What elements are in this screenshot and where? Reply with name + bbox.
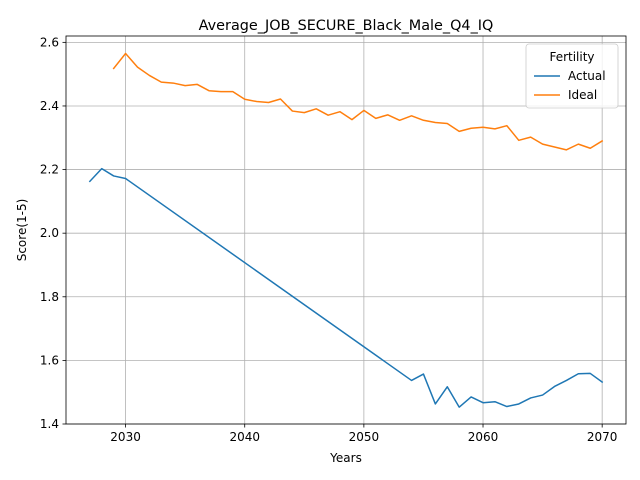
y-tick-label: 1.6	[40, 353, 59, 367]
series-line-actual	[88, 167, 604, 408]
y-tick-label: 2.6	[40, 35, 59, 49]
legend-label-ideal: Ideal	[568, 88, 597, 102]
legend-title: Fertility	[549, 50, 594, 64]
legend: Fertility Actual Ideal	[525, 43, 619, 109]
x-tick-label: 2040	[229, 430, 260, 444]
y-tick-label: 2.2	[40, 163, 59, 177]
plot-frame	[65, 35, 627, 425]
chart-title: Average_JOB_SECURE_Black_Male_Q4_IQ	[199, 18, 494, 34]
y-tick-label: 1.4	[40, 417, 59, 431]
x-tick-label: 2050	[349, 430, 380, 444]
legend-label-actual: Actual	[568, 69, 606, 83]
y-tick-label: 2.4	[40, 99, 59, 113]
x-tick-label: 2070	[587, 430, 618, 444]
x-tick-label: 2060	[468, 430, 499, 444]
y-tick-label: 1.8	[40, 290, 59, 304]
y-tick-label: 2.0	[40, 226, 59, 240]
x-axis-label: Years	[329, 451, 362, 465]
series-lines	[88, 52, 604, 408]
x-tick-label: 2030	[110, 430, 141, 444]
y-axis-label: Score(1-5)	[15, 199, 29, 262]
series-line-ideal	[112, 52, 604, 151]
legend-box	[525, 43, 619, 109]
axis-ticks: 2030 2040 2050 2060 2070 1.4 1.6 1.8 2.0 2.2 2.4 2.…	[40, 35, 618, 444]
